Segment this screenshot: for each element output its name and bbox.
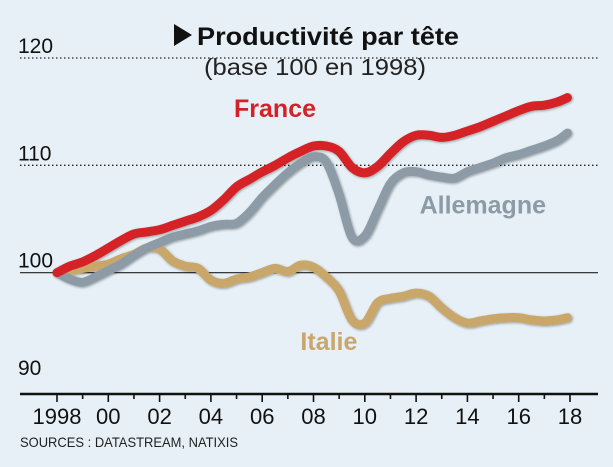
y-tick-label: 120 — [18, 35, 53, 58]
x-tick-label: 14 — [455, 404, 479, 429]
x-tick-label: 00 — [96, 404, 120, 429]
series-label-allemagne: Allemagne — [420, 192, 547, 220]
series-line-france — [52, 93, 572, 278]
title-triangle-icon — [174, 24, 192, 46]
x-tick-label: 10 — [353, 404, 377, 429]
series-label-france: France — [234, 95, 316, 123]
x-tick-label: 16 — [506, 404, 530, 429]
y-tick-label: 110 — [18, 142, 51, 165]
x-tick-label: 06 — [250, 404, 274, 429]
x-tick-label: 08 — [301, 404, 325, 429]
source-note: SOURCES : DATASTREAM, NATIXIS — [20, 434, 238, 450]
chart-title-group: Productivité par tête (base 100 en 1998) — [174, 23, 459, 80]
x-tick-label: 12 — [404, 404, 428, 429]
chart-title: Productivité par tête — [197, 23, 459, 51]
x-tick-label: 02 — [147, 404, 171, 429]
y-tick-label: 90 — [18, 357, 41, 380]
x-tick-label: 18 — [558, 404, 582, 429]
series-label-italie: Italie — [300, 328, 357, 356]
y-tick-label: 100 — [18, 250, 53, 273]
x-tick-label: 1998 — [33, 404, 82, 429]
chart-subtitle: (base 100 en 1998) — [204, 54, 426, 80]
series-line-allemagne — [52, 128, 572, 287]
x-tick-label: 04 — [199, 404, 223, 429]
